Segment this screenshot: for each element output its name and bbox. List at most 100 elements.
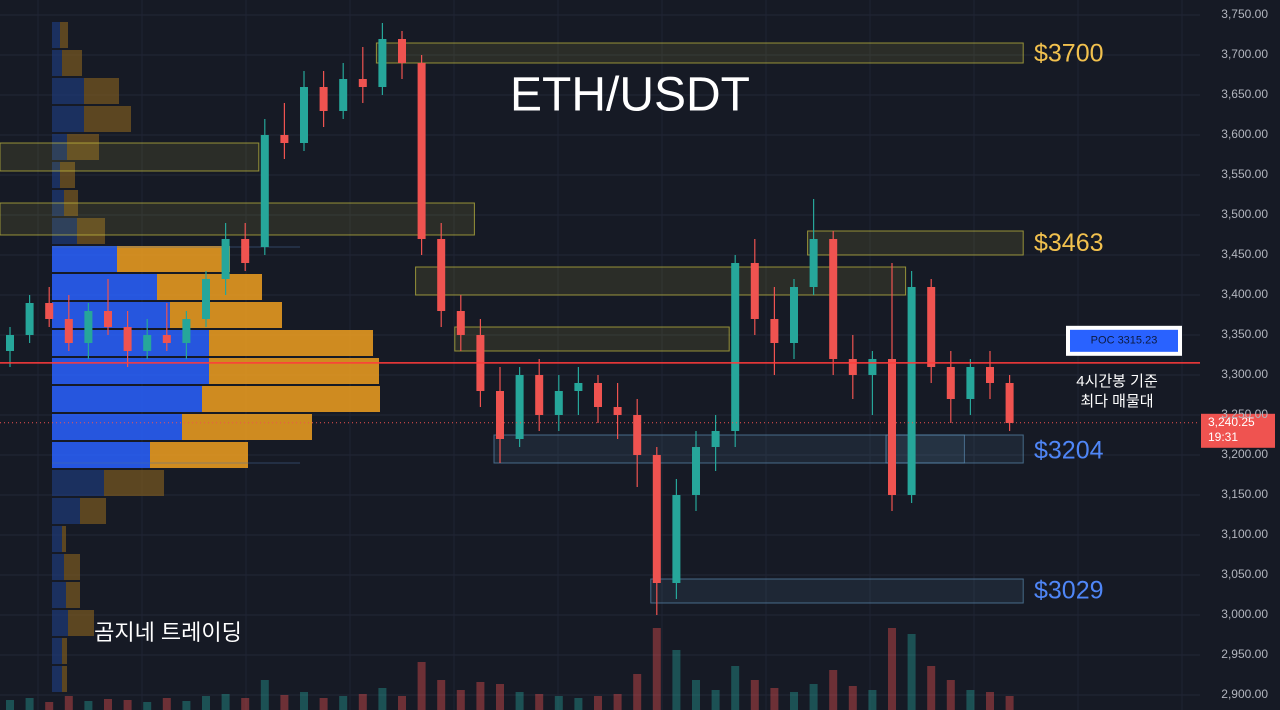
profile-buy — [52, 554, 64, 580]
y-tick-label: 2,900.00 — [1221, 687, 1268, 701]
profile-buy — [52, 442, 150, 468]
y-tick-label: 3,300.00 — [1221, 367, 1268, 381]
candle-body — [202, 279, 210, 319]
volume-bar — [946, 680, 955, 710]
volume-bar — [496, 684, 504, 710]
profile-sell — [209, 358, 379, 384]
profile-buy — [52, 470, 104, 496]
volume-bar — [888, 628, 896, 710]
candle-body — [515, 375, 524, 439]
profile-sell — [60, 162, 75, 188]
candle-body — [358, 79, 367, 87]
candle-body — [652, 455, 661, 583]
volume-bar — [398, 696, 406, 710]
candle-body — [692, 447, 700, 495]
y-tick-label: 3,700.00 — [1221, 47, 1268, 61]
volume-bar — [104, 699, 112, 710]
candle-body — [829, 239, 838, 359]
last-price-label: 3,240.25 — [1208, 415, 1255, 429]
candle-body — [25, 303, 34, 335]
volume-bar — [574, 698, 583, 710]
candle-body — [398, 39, 406, 63]
volume-bar — [750, 680, 759, 710]
zones — [0, 42, 1024, 604]
profile-sell — [62, 638, 67, 664]
candle-body — [554, 391, 563, 415]
y-tick-label: 3,500.00 — [1221, 207, 1268, 221]
profile-buy — [52, 526, 62, 552]
volume-bar — [809, 684, 818, 710]
volume-bar — [456, 690, 465, 710]
candle-body — [633, 415, 642, 455]
volume-bar — [927, 666, 936, 710]
volume-bar — [143, 702, 152, 710]
volume-bar — [848, 686, 857, 710]
volume-bar — [378, 688, 387, 710]
candle-body — [888, 359, 896, 495]
overlay: $3700 $3463 $3204 $3029 POC 3315.23 3,240.251… — [0, 40, 1275, 604]
candle-body — [574, 383, 583, 391]
profile-buy — [52, 50, 62, 76]
candle-body — [946, 367, 955, 399]
candle-body — [221, 239, 230, 279]
candle-body — [300, 87, 308, 143]
profile-buy — [52, 666, 62, 692]
volume-bar — [731, 666, 740, 710]
candle-body — [848, 359, 857, 375]
volume-bar — [45, 702, 54, 710]
y-tick-label: 3,400.00 — [1221, 287, 1268, 301]
profile-sell — [84, 106, 131, 132]
candle-body — [6, 335, 14, 351]
volume-bar — [554, 696, 563, 710]
y-tick-label: 3,750.00 — [1221, 7, 1268, 21]
volume-bar — [221, 694, 230, 710]
candle-body — [417, 63, 426, 239]
volume-bar — [300, 692, 308, 710]
y-tick-label: 2,950.00 — [1221, 647, 1268, 661]
profile-buy — [52, 638, 62, 664]
poc-label: POC 3315.23 — [1091, 335, 1158, 347]
watermark: 곰지네 트레이딩 — [94, 620, 242, 645]
volume-bar — [1005, 696, 1014, 710]
candle-body — [437, 239, 446, 311]
volume-bar — [64, 696, 73, 710]
volume-bar — [25, 698, 34, 710]
y-tick-label: 3,000.00 — [1221, 607, 1268, 621]
zone — [0, 202, 475, 236]
annotation: 최다 매물대 — [1080, 393, 1153, 410]
level-label: $3204 — [1034, 436, 1104, 464]
candle-body — [104, 311, 112, 327]
profile-buy — [52, 414, 182, 440]
volume-bar — [162, 698, 171, 710]
volume-bar — [711, 690, 720, 710]
candle-body — [594, 383, 602, 407]
candle-body — [672, 495, 681, 583]
zone — [885, 434, 1024, 464]
y-tick-label: 3,350.00 — [1221, 327, 1268, 341]
candle-body — [770, 319, 779, 343]
profile-buy — [52, 246, 117, 272]
candle-body — [319, 87, 328, 111]
profile-sell — [84, 78, 119, 104]
profile-sell — [117, 246, 230, 272]
candle-body — [496, 391, 504, 439]
candle-body — [809, 239, 818, 287]
volume-bar — [260, 680, 269, 710]
profile-buy — [52, 610, 68, 636]
volume-bar — [417, 662, 426, 710]
candle-body — [456, 311, 465, 335]
y-tick-label: 3,200.00 — [1221, 447, 1268, 461]
profile-sell — [150, 442, 248, 468]
volume-bar — [123, 700, 132, 710]
candle-body — [927, 287, 936, 367]
volume-bar — [202, 696, 210, 710]
candle-body — [535, 375, 544, 415]
last-price-tag — [1201, 413, 1275, 448]
candle-body — [162, 335, 171, 343]
y-tick-label: 3,450.00 — [1221, 247, 1268, 261]
volume-bar — [437, 680, 446, 710]
profile-sell — [64, 554, 80, 580]
annotation: 4시간봉 기준 — [1076, 373, 1158, 390]
last-price-timer: 19:31 — [1208, 430, 1238, 444]
candle-body — [750, 263, 759, 319]
